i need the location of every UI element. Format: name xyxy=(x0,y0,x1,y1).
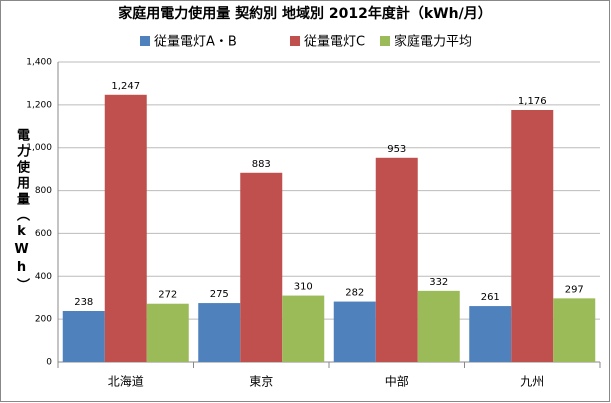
chart-title: 家庭用電力使用量 契約別 地域別 2012年度計（kWh/月） xyxy=(118,5,491,22)
data-label: 297 xyxy=(565,284,584,295)
legend-swatch xyxy=(140,36,150,46)
y-tick-label: 200 xyxy=(35,315,52,325)
y-tick-label: 400 xyxy=(35,272,52,282)
legend-label: 従量電灯A・B xyxy=(154,35,237,50)
x-tick-label: 中部 xyxy=(385,374,409,389)
y-tick-label: 800 xyxy=(35,186,52,196)
legend-swatch xyxy=(380,36,390,46)
data-label: 883 xyxy=(252,159,271,170)
y-tick-label: 600 xyxy=(35,229,52,239)
bar xyxy=(553,298,596,362)
y-tick-label: 1,000 xyxy=(26,143,52,153)
bar xyxy=(146,303,189,362)
y-axis-label: 電力使用量（kWh） xyxy=(14,128,29,294)
bar xyxy=(469,306,512,362)
bar xyxy=(282,295,325,362)
bar xyxy=(198,303,241,362)
bar xyxy=(240,172,283,362)
legend-swatch xyxy=(290,36,300,46)
bar xyxy=(417,290,460,362)
data-label: 1,176 xyxy=(518,96,547,107)
bar xyxy=(104,94,147,363)
y-tick-label: 1,400 xyxy=(26,58,52,68)
bar xyxy=(333,301,376,362)
x-tick-label: 九州 xyxy=(520,375,544,389)
y-tick-label: 0 xyxy=(46,358,52,368)
data-label: 332 xyxy=(429,277,448,288)
data-label: 1,247 xyxy=(111,81,140,92)
data-label: 272 xyxy=(158,290,177,301)
data-label: 953 xyxy=(387,144,406,155)
legend-label: 家庭電力平均 xyxy=(394,34,472,50)
x-tick-label: 北海道 xyxy=(108,374,144,389)
x-tick-label: 東京 xyxy=(249,375,273,389)
data-label: 275 xyxy=(210,289,229,300)
bar xyxy=(375,157,418,362)
data-label: 310 xyxy=(294,282,313,293)
data-label: 261 xyxy=(481,292,500,303)
data-label: 238 xyxy=(74,297,93,308)
y-tick-label: 1,200 xyxy=(26,100,52,110)
bar xyxy=(62,311,105,362)
legend-label: 従量電灯C xyxy=(304,35,365,50)
data-label: 282 xyxy=(345,288,364,299)
bar xyxy=(511,110,554,362)
